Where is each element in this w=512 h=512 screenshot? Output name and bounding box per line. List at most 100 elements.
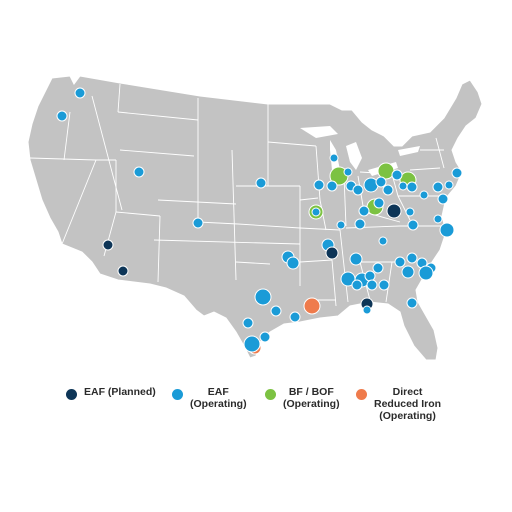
state-border [315,145,321,201]
us-outline [27,75,483,361]
facility-marker-eaf-operating [352,184,364,196]
state-border [153,239,301,245]
state-border [157,199,237,205]
facility-marker-eaf-operating [192,217,204,229]
facility-marker-eaf-operating [451,167,463,179]
facility-marker-eaf-operating [364,270,376,282]
dri-swatch [356,389,367,400]
facility-marker-eaf-operating [406,297,418,309]
facility-marker-eaf-operating [255,177,267,189]
facility-marker-eaf-operating [326,180,338,192]
state-border [29,157,97,161]
facility-marker-eaf-operating [439,222,455,238]
facility-marker-eaf-operating [432,181,444,193]
facility-marker-eaf-planned [325,246,339,260]
facility-marker-eaf-operating [289,311,301,323]
state-border [345,225,401,229]
facility-marker-eaf-operating [407,219,419,231]
eaf-planned-swatch [66,389,77,400]
legend-eaf-planned: EAF (Planned) [66,386,156,400]
contiguous-us-landmass [27,75,483,361]
facility-marker-eaf-operating [418,265,434,281]
facility-marker-eaf-operating [437,193,449,205]
legend: EAF (Planned) EAF (Operating) BF / BOF (… [0,386,512,436]
state-border [385,261,393,303]
state-border [231,149,237,281]
state-border [91,95,123,211]
state-border [237,223,301,229]
facility-marker-eaf-operating [329,153,339,163]
facility-marker-eaf-operating [444,180,454,190]
facility-marker-eaf-operating [354,218,366,230]
facility-marker-eaf-operating [362,305,372,315]
facility-marker-eaf-operating [74,87,86,99]
state-border [117,111,199,121]
state-border [119,149,195,157]
legend-bf-bof: BF / BOF (Operating) [265,386,340,410]
state-border [157,215,161,283]
facility-marker-eaf-operating [343,167,353,177]
facility-marker-eaf-operating [366,279,378,291]
facility-marker-eaf-operating [375,176,387,188]
facility-marker-eaf-operating [382,184,394,196]
bf-bof-swatch [265,389,276,400]
legend-eaf-operating: EAF (Operating) [172,386,247,410]
state-border [339,229,349,303]
facility-marker-eaf-operating [242,317,254,329]
facility-marker-eaf-operating [405,207,415,217]
facility-marker-eaf-operating [419,190,429,200]
facility-marker-eaf-operating [433,214,443,224]
legend-label-eaf-planned: EAF (Planned) [84,386,156,398]
facility-marker-eaf-operating [378,236,388,246]
legend-label-eaf-operating: EAF (Operating) [190,386,247,410]
lake [398,146,420,156]
facility-marker-eaf-operating [313,179,325,191]
facility-marker-eaf-operating [372,262,384,274]
state-border [267,141,317,147]
state-border [235,261,271,265]
facility-marker-eaf-operating [398,181,408,191]
facility-marker-eaf-operating [349,252,363,266]
facility-marker-eaf-operating [56,110,68,122]
facility-marker-eaf-operating [286,256,300,270]
state-border [331,259,337,307]
facility-marker-eaf-operating [336,220,346,230]
state-border [343,175,347,227]
facility-marker-eaf-operating [406,252,418,264]
state-border [319,199,327,231]
state-borders [29,83,446,307]
facility-marker-eaf-operating [254,288,272,306]
facility-marker-eaf-operating [351,279,363,291]
legend-dri: Direct Reduced Iron (Operating) [356,386,441,422]
lake [346,142,362,170]
lake [300,126,338,138]
facility-markers [56,87,463,355]
state-border [115,211,161,217]
state-border [61,159,97,245]
facility-marker-eaf-operating [373,197,385,209]
facility-marker-eaf-planned [117,265,129,277]
state-border [299,197,319,201]
facility-marker-eaf-operating [259,331,271,343]
eaf-operating-swatch [172,389,183,400]
state-border [299,259,333,263]
facility-marker-eaf-operating [358,205,370,217]
state-border [435,137,445,169]
facility-marker-eaf-operating [243,335,261,353]
legend-label-bf-bof: BF / BOF (Operating) [283,386,340,410]
legend-label-dri: Direct Reduced Iron (Operating) [374,386,442,422]
state-border [299,227,341,231]
facility-marker-eaf-planned [386,203,402,219]
facility-marker-eaf-operating [270,305,282,317]
facility-marker-dri [303,297,321,315]
state-border [117,83,121,113]
facility-marker-eaf-planned [102,239,114,251]
facility-marker-eaf-operating [378,279,390,291]
facility-marker-eaf-operating [311,207,321,217]
facility-marker-eaf-operating [133,166,145,178]
facility-marker-eaf-operating [394,256,406,268]
facility-marker-eaf-operating [406,181,418,193]
state-border [409,167,441,171]
state-border [197,221,239,225]
